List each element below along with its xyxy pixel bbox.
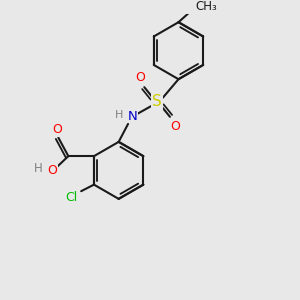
- Text: O: O: [171, 120, 181, 133]
- Text: O: O: [48, 164, 58, 177]
- Text: O: O: [135, 71, 145, 84]
- Text: S: S: [152, 94, 162, 110]
- Text: O: O: [52, 123, 62, 136]
- Text: H: H: [115, 110, 124, 120]
- Text: Cl: Cl: [66, 191, 78, 204]
- Text: N: N: [128, 110, 138, 123]
- Text: H: H: [34, 163, 42, 176]
- Text: CH₃: CH₃: [196, 0, 217, 13]
